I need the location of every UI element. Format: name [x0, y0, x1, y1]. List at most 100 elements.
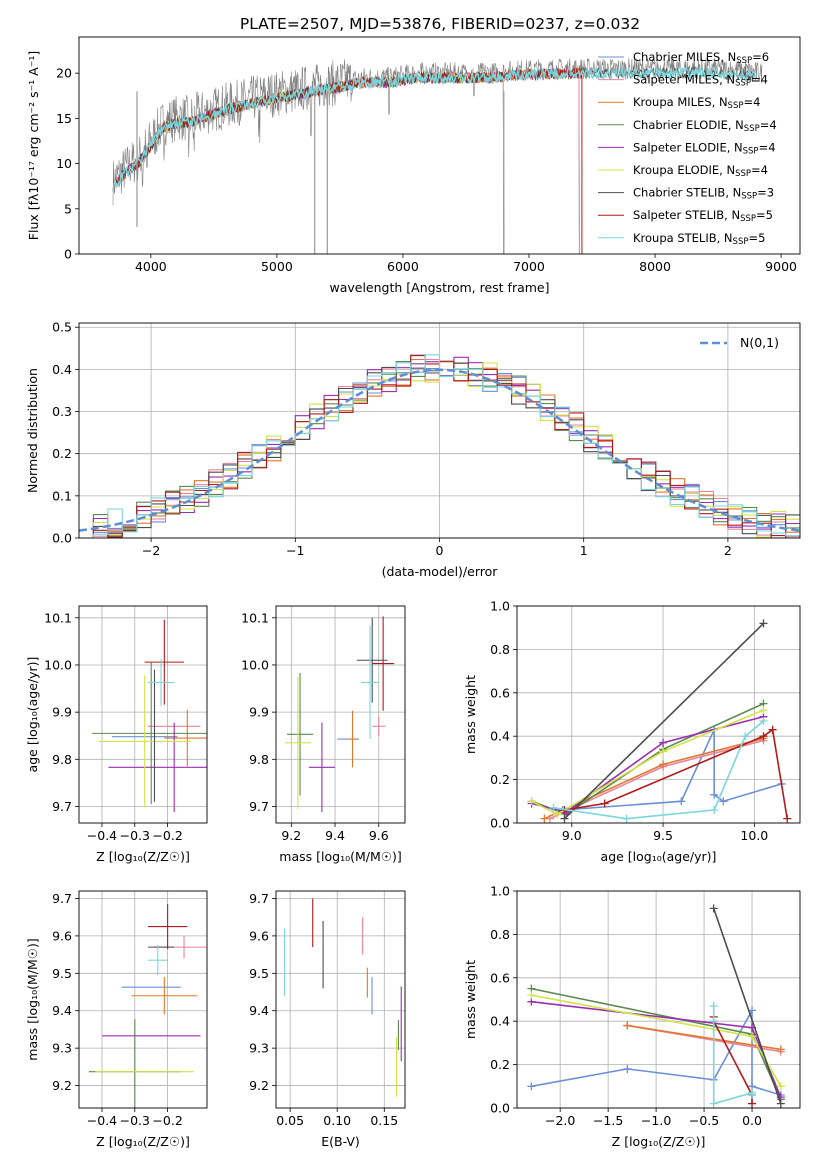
- legend-entry: Salpeter ELODIE, NSSP=4: [633, 140, 776, 156]
- errorbar-point: [372, 716, 386, 736]
- legend-entry: Chabrier STELIB, NSSP=3: [633, 186, 774, 202]
- axes-frame: [275, 605, 406, 824]
- legend-subscript: SSP: [735, 169, 751, 179]
- tick-label-x: 9.0: [562, 828, 582, 843]
- errorbar-point: [361, 625, 379, 740]
- model-line: [112, 65, 757, 192]
- tick-label-y: 10: [56, 156, 72, 171]
- ylabel-age_vs_Z: age [log₁₀(age/yr)]: [25, 657, 40, 773]
- xlabel-mass_vs_EBV: E(B-V): [321, 1134, 360, 1149]
- tick-label-x: −1: [286, 543, 304, 558]
- plus-marker: [527, 797, 536, 806]
- tick-label-x: 9.6: [369, 828, 389, 843]
- tick-label-y: 0.2: [490, 1057, 510, 1072]
- panel-age_vs_Z: −0.4 −0.3 −0.2 9.7 9.8 9.9 10.0 10.1 Z [log₁₀(Z/…: [25, 605, 208, 864]
- ylabel-weight_vs_age: mass weight: [463, 675, 478, 754]
- plus-marker: [659, 738, 668, 747]
- tick-label-y: 9.7: [249, 799, 269, 814]
- plot-area-weight_vs_Z: [527, 904, 785, 1108]
- tick-label-x: 2: [724, 543, 732, 558]
- panel-mass_vs_Z: −0.4 −0.3 −0.2 9.2 9.3 9.4 9.5 9.6 9.7 Z [log₁₀(Z…: [25, 890, 208, 1149]
- model-line: [112, 66, 580, 254]
- weight-series: [527, 699, 768, 819]
- plus-marker: [623, 1021, 632, 1030]
- tick-label-y: 0.2: [52, 446, 72, 461]
- model-line: [112, 68, 580, 254]
- axes-frame: [78, 890, 208, 1109]
- axes-frame: [275, 890, 406, 1109]
- weight-line: [531, 1010, 782, 1096]
- tick-label-x: −0.2: [152, 1113, 182, 1128]
- tick-label-x: −2: [142, 543, 160, 558]
- tick-label-y: 9.9: [249, 705, 269, 720]
- tick-label-y: 9.6: [52, 928, 72, 943]
- errorbar-point: [108, 722, 207, 813]
- plus-marker: [540, 814, 549, 823]
- xlabel-mass_vs_Z: Z [log₁₀(Z/Z☉)]: [96, 1134, 190, 1149]
- ylabel-mass_vs_Z: mass [log₁₀(M/M☉)]: [25, 938, 40, 1060]
- plus-marker: [776, 1045, 785, 1054]
- tick-label-y: 0.2: [490, 772, 510, 787]
- legend-subscript: SSP: [728, 101, 744, 111]
- plus-marker: [549, 803, 558, 812]
- tick-label-x: 9000: [765, 259, 797, 274]
- tick-label-x: 0.05: [276, 1113, 304, 1128]
- errorbar-point: [372, 616, 395, 711]
- tick-label-x: 0.10: [323, 1113, 351, 1128]
- plus-marker: [759, 732, 768, 741]
- plus-marker: [677, 797, 686, 806]
- errorbar-point: [286, 672, 314, 796]
- plus-marker: [759, 717, 768, 726]
- weight-series: [558, 725, 786, 814]
- tick-label-x: 7000: [513, 259, 545, 274]
- weight-series: [527, 712, 768, 817]
- tick-label-x: −0.4: [87, 1113, 117, 1128]
- tick-label-x: 6000: [387, 259, 419, 274]
- plus-marker: [709, 1017, 718, 1026]
- plus-marker: [659, 747, 668, 756]
- panel-weight_vs_Z: −2.0 −1.5 −1.0 −0.5 0.0 0.0 0.2 0.4 0.6 0.8 1.0 Z […: [463, 884, 801, 1149]
- plus-marker: [759, 619, 768, 628]
- plus-marker: [748, 1032, 757, 1041]
- panel-weight_vs_age: 9.0 9.5 10.0 0.0 0.2 0.4 0.6 0.8 1.0 age [log₁₀(a…: [463, 599, 801, 864]
- errorbar-point: [98, 675, 191, 808]
- panel-age_vs_mass: 9.2 9.4 9.6 9.7 9.8 9.9 10.0 10.1 mass [log₁₀(M/…: [241, 605, 406, 864]
- tick-label-x: −0.3: [120, 1113, 150, 1128]
- panel-residual_hist: −2 −1 0 1 2 0.0 0.1 0.2 0.3 0.4 0.5 (data-model)/er…: [25, 320, 801, 579]
- tick-label-y: 10.1: [44, 610, 72, 625]
- tick-label-y: 0: [64, 247, 72, 262]
- legend-entry: Chabrier ELODIE, NSSP=4: [633, 118, 777, 134]
- plus-marker: [709, 1002, 718, 1011]
- weight-line: [553, 720, 765, 820]
- tick-label-y: 9.7: [52, 891, 72, 906]
- tick-label-y: 9.3: [249, 1041, 269, 1056]
- axes-frame: [516, 605, 801, 824]
- plus-marker: [741, 732, 750, 741]
- errorbar-point: [147, 945, 168, 976]
- tick-label-y: 10.1: [241, 610, 269, 625]
- plus-marker: [768, 725, 777, 734]
- tick-label-y: 0.0: [52, 531, 72, 546]
- tick-label-x: −1.5: [593, 1113, 623, 1128]
- tick-label-y: 0.4: [52, 362, 72, 377]
- tick-label-y: 9.5: [249, 966, 269, 981]
- tick-label-x: −0.3: [120, 828, 150, 843]
- legend-entry: Salpeter MILES, NSSP=4: [633, 73, 768, 89]
- tick-label-y: 0.4: [490, 1014, 510, 1029]
- tick-label-y: 9.9: [52, 705, 72, 720]
- gaussian-curve: [79, 368, 800, 532]
- plus-marker: [709, 904, 718, 913]
- weight-line: [531, 702, 764, 816]
- tick-label-y: 0.6: [490, 685, 510, 700]
- legend-subscript: SSP: [743, 146, 759, 156]
- weight-series: [560, 619, 768, 823]
- tick-label-y: 5: [64, 201, 72, 216]
- legend-value: =3: [757, 186, 774, 200]
- weight-line: [562, 729, 782, 811]
- tick-label-x: 9.4: [325, 828, 345, 843]
- tick-label-y: 0.4: [490, 729, 510, 744]
- tick-label-y: 9.6: [249, 928, 269, 943]
- plus-marker: [710, 790, 719, 799]
- axes-frame: [78, 36, 801, 255]
